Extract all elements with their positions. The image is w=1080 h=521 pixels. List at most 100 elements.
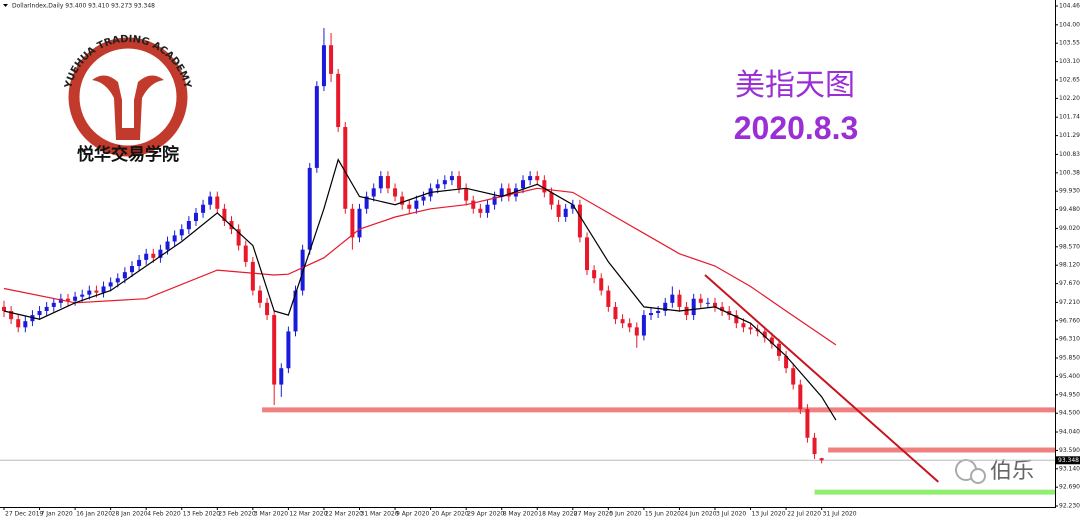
- candle-body: [457, 176, 462, 189]
- candle-body: [478, 208, 483, 213]
- watermark-icon: [970, 468, 986, 484]
- candle-body: [2, 306, 6, 311]
- y-tick-label: 96.760: [1059, 317, 1080, 324]
- y-tick-label: 97.210: [1059, 299, 1080, 306]
- moving-average-fast: [3, 158, 837, 421]
- candle-body: [769, 337, 774, 344]
- candle-body: [513, 188, 518, 197]
- candle-body: [762, 331, 767, 338]
- candle-body: [698, 298, 703, 303]
- candle-body: [300, 249, 305, 291]
- candle-body: [414, 200, 419, 209]
- candle-body: [137, 259, 142, 267]
- x-tick-label: 29 Apr 2020: [467, 511, 504, 518]
- candle-body: [400, 196, 405, 205]
- candle-body: [577, 204, 582, 238]
- candle-body: [222, 208, 227, 222]
- candle-body: [151, 253, 156, 258]
- x-tick-label: 23 Feb 2020: [218, 511, 256, 518]
- candle-body: [570, 204, 575, 209]
- candle-body: [37, 310, 42, 316]
- y-tick-label: 99.480: [1059, 206, 1080, 213]
- candle-body: [179, 229, 184, 236]
- candle-body: [80, 294, 85, 297]
- candle-body: [279, 368, 284, 385]
- candle-body: [691, 298, 696, 316]
- chart-title: 美指天图: [735, 68, 855, 103]
- y-tick-label: 98.120: [1059, 262, 1080, 269]
- candle-body: [471, 200, 476, 209]
- y-tick-label: 92.690: [1059, 484, 1080, 491]
- x-tick-label: 7 Jan 2020: [41, 511, 73, 518]
- candle-body: [521, 180, 526, 189]
- candle-body: [670, 294, 675, 303]
- x-tick-label: 13 Feb 2020: [183, 511, 221, 518]
- candle-body: [485, 204, 490, 213]
- candle-body: [65, 298, 70, 301]
- current-price-box: [1056, 456, 1080, 465]
- x-tick-label: 27 May 2020: [574, 511, 613, 518]
- candle-body: [592, 270, 597, 279]
- y-tick-label: 95.400: [1059, 373, 1080, 380]
- candle-body: [243, 245, 248, 262]
- y-tick-label: 102.650: [1059, 76, 1080, 83]
- y-tick-label: 103.100: [1059, 58, 1080, 65]
- candle-body: [371, 188, 376, 197]
- candle-body: [528, 176, 533, 181]
- watermark-text: 伯乐: [990, 459, 1034, 484]
- plot: 104.460 104.000 103.550 103.100 102.650 102.2…: [0, 3, 1080, 518]
- candle-body: [464, 188, 469, 201]
- candle-body: [172, 235, 177, 242]
- logo-ring: [68, 37, 188, 157]
- candle-body: [378, 176, 383, 189]
- y-tick-label: 101.290: [1059, 132, 1080, 139]
- candle-body: [585, 237, 590, 271]
- candle-body: [606, 290, 611, 307]
- candle-body: [791, 368, 796, 385]
- x-tick-label: 22 Jul 2020: [787, 511, 821, 518]
- candle-body: [108, 282, 113, 287]
- candle-body: [144, 253, 149, 260]
- candle-body: [641, 315, 646, 336]
- chart-subtitle: 2020.8.3: [734, 110, 859, 146]
- x-tick-label: 13 Jul 2020: [752, 511, 786, 518]
- y-tick-label: 94.950: [1059, 391, 1080, 398]
- candle-body: [506, 188, 511, 197]
- candle-body: [599, 278, 604, 291]
- candle-body: [87, 290, 92, 295]
- header: DollarIndex,Daily 93.400 93.410 93.273 9…: [12, 3, 155, 10]
- candle-body: [23, 321, 28, 328]
- candle-body: [407, 204, 412, 209]
- candle-body: [314, 86, 319, 168]
- candle-body: [684, 306, 689, 316]
- current-price-label: 93.348: [1058, 457, 1079, 464]
- x-tick-label: 18 May 2020: [538, 511, 577, 518]
- candle-body: [627, 323, 632, 328]
- candle-body: [442, 180, 447, 185]
- candle-body: [58, 298, 63, 303]
- candle-body: [784, 355, 789, 369]
- candle-body: [421, 196, 426, 201]
- candle-body: [44, 306, 49, 311]
- candle-body: [250, 261, 255, 291]
- y-tick-label: 103.550: [1059, 40, 1080, 47]
- candle-body: [812, 437, 817, 455]
- x-tick-label: 15 Jun 2020: [645, 511, 681, 518]
- candle-body: [236, 229, 241, 246]
- candle-body: [307, 167, 312, 250]
- candle-body: [215, 196, 220, 209]
- candle-body: [165, 241, 170, 250]
- y-tick-label: 93.140: [1059, 465, 1080, 472]
- candle-body: [101, 286, 106, 293]
- candle-body: [208, 196, 213, 205]
- x-tick-label: 24 Jun 2020: [680, 511, 716, 518]
- y-tick-label: 101.740: [1059, 114, 1080, 121]
- candle-body: [350, 208, 355, 238]
- candle-body: [663, 302, 668, 311]
- candle-body: [499, 188, 504, 197]
- watermark: 伯乐: [955, 459, 1034, 484]
- y-tick-label: 98.570: [1059, 243, 1080, 250]
- candle-body: [343, 127, 348, 209]
